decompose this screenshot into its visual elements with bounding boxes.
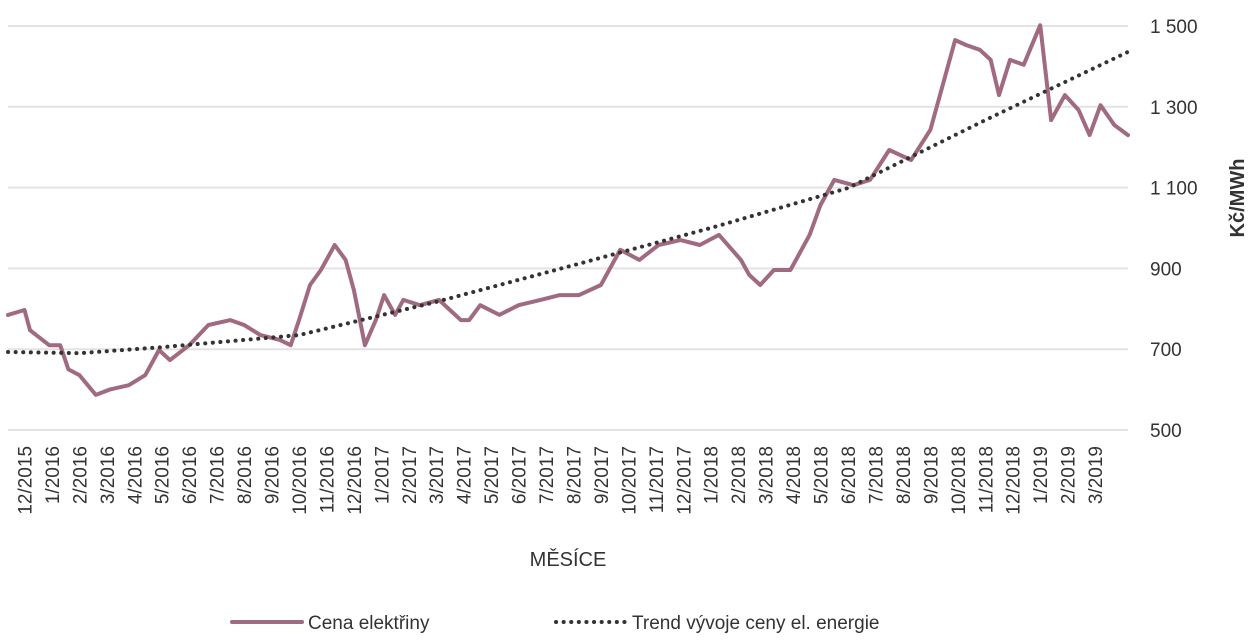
x-tick-label: 5/2018 [812,446,833,504]
legend-label: Trend vývoje ceny el. energie [632,613,879,634]
x-tick-label: 10/2017 [619,446,640,515]
y-tick-label: 900 [1150,259,1182,280]
x-tick-label: 12/2016 [345,446,366,515]
x-tick-label: 9/2016 [263,446,284,504]
x-tick-label: 12/2015 [15,446,36,515]
x-tick-label: 3/2016 [98,446,119,504]
x-tick-label: 7/2017 [537,446,558,504]
x-tick-label: 3/2019 [1086,446,1107,504]
x-tick-label: 9/2018 [921,446,942,504]
x-tick-label: 6/2016 [180,446,201,504]
x-tick-label: 12/2018 [1004,446,1025,515]
x-tick-label: 1/2019 [1031,446,1052,504]
x-tick-label: 4/2016 [125,446,146,504]
x-tick-label: 1/2016 [43,446,64,504]
series-line [6,23,1130,397]
y-tick-label: 1 100 [1150,179,1198,200]
x-tick-label: 9/2017 [592,446,613,504]
x-tick-label: 12/2017 [674,446,695,515]
x-tick-label: 6/2018 [839,446,860,504]
x-tick-label: 10/2018 [949,446,970,515]
x-tick-label: 7/2016 [208,446,229,504]
x-tick-label: 2/2019 [1059,446,1080,504]
x-tick-label: 10/2016 [290,446,311,515]
y-axis-title: Kč/MWh [1227,159,1249,238]
x-tick-label: 8/2016 [235,446,256,504]
y-tick-label: 1 500 [1150,17,1198,38]
x-tick-label: 5/2017 [482,446,503,504]
x-tick-label: 11/2017 [647,446,668,513]
y-tick-label: 1 300 [1150,98,1198,119]
x-tick-label: 6/2017 [510,446,531,504]
x-tick-label: 4/2018 [784,446,805,504]
x-tick-label: 11/2016 [317,446,338,513]
x-tick-label: 1/2018 [702,446,723,504]
x-tick-label: 11/2018 [976,446,997,513]
x-tick-label: 4/2017 [455,446,476,504]
x-tick-label: 2/2017 [400,446,421,504]
x-tick-label: 5/2016 [153,446,174,504]
x-tick-label: 2/2018 [729,446,750,504]
y-tick-label: 500 [1150,421,1182,442]
x-tick-label: 7/2018 [866,446,887,504]
x-tick-label: 2/2016 [70,446,91,504]
x-axis-title: MĚSÍCE [530,548,607,571]
legend-label: Cena elektřiny [308,613,430,634]
series-line [6,49,1130,356]
x-tick-label: 3/2018 [757,446,778,504]
x-tick-label: 1/2017 [372,446,393,504]
x-tick-label: 3/2017 [427,446,448,504]
y-tick-label: 700 [1150,340,1182,361]
x-tick-label: 8/2017 [564,446,585,504]
x-tick-label: 8/2018 [894,446,915,504]
